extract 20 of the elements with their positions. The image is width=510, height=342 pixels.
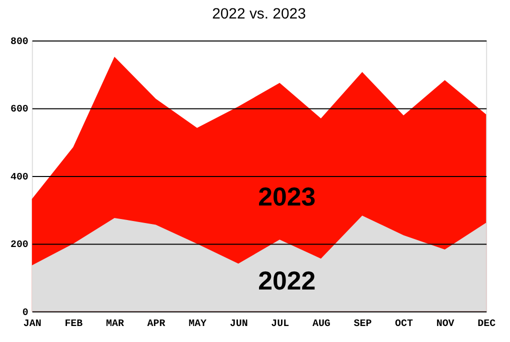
x-tick-label: APR: [147, 318, 166, 329]
y-tick-label: 0: [22, 306, 28, 318]
x-tick-label: JUN: [230, 318, 248, 329]
x-tick-label: NOV: [436, 318, 454, 329]
y-tick-label: 800: [10, 36, 28, 47]
x-tick-label: AUG: [312, 318, 330, 329]
y-tick-label: 200: [10, 239, 28, 250]
x-tick-label: JUL: [271, 318, 290, 329]
series-label: 2022: [258, 267, 316, 296]
x-tick-label: JAN: [23, 318, 42, 329]
x-tick-label: OCT: [395, 318, 413, 329]
series-label: 2023: [258, 183, 316, 212]
x-tick-label: FEB: [64, 318, 83, 329]
x-tick-label: DEC: [478, 318, 496, 329]
y-tick-label: 600: [10, 104, 28, 115]
x-tick-label: MAY: [188, 318, 207, 329]
x-tick-label: MAR: [106, 318, 124, 329]
chart-title: 2022 vs. 2023: [212, 6, 306, 23]
y-tick-label: 400: [10, 171, 28, 182]
x-tick-label: SEP: [354, 318, 372, 329]
